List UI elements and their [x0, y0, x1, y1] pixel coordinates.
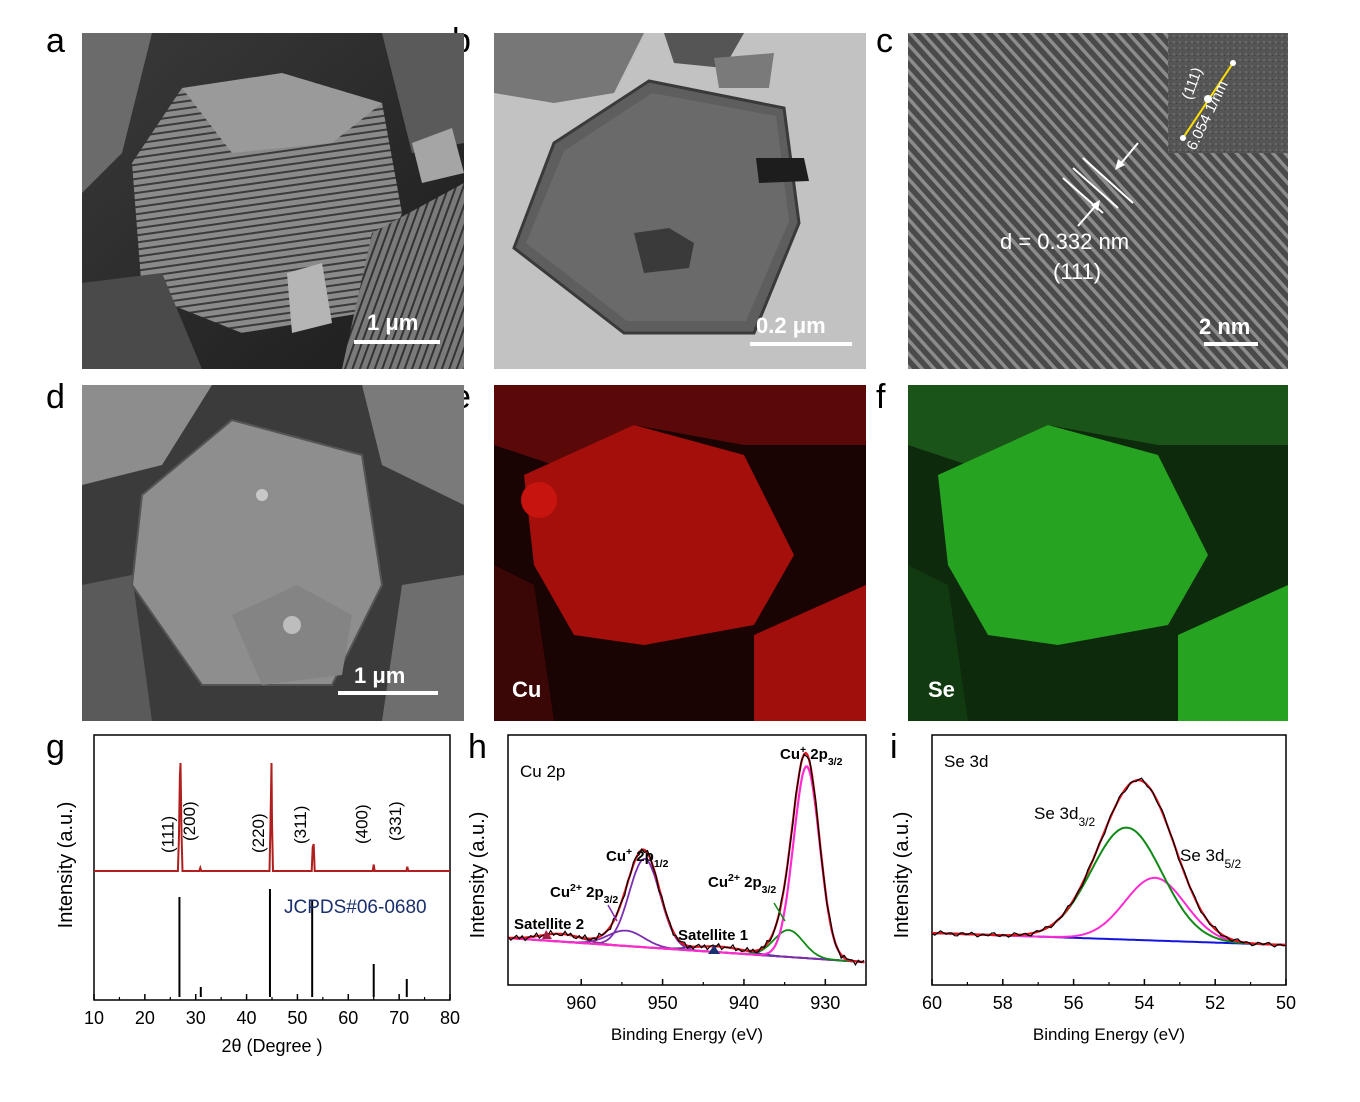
peak-label-se-3d32: Se 3d3/2: [1034, 804, 1095, 829]
reference-card-label: JCPDS#06-0680: [284, 897, 427, 918]
arrow-satellite-1: [708, 945, 720, 954]
x-tick-label: 56: [1064, 993, 1084, 1013]
hrtem-lattice-graphic: [908, 33, 1288, 369]
x-tick-label: 58: [993, 993, 1013, 1013]
x-tick-label: 70: [389, 1008, 409, 1028]
x-axis-label: 2θ (Degree ): [221, 1036, 322, 1056]
scale-bar-label: 0.2 μm: [756, 313, 826, 338]
element-label: Cu: [512, 677, 542, 702]
xrd-chart-svg: JCPDS#06-0680 (111) (200) (220) (311) (400) (3…: [55, 734, 460, 1056]
x-axis-label: Binding Energy (eV): [611, 1025, 763, 1044]
x-tick-label: 930: [810, 993, 840, 1013]
sem-image-d: 1 μm: [82, 385, 464, 721]
panel-letter-d: d: [46, 378, 65, 416]
eds-map-se: Se: [908, 385, 1288, 721]
xps-cu2p-chart-svg: Cu 2p Cu+ 2p3/2 Cu+ 2p1/2 Cu2+ 2p3/2 Cu2+ 2p…: [467, 734, 867, 1044]
x-tick-label: 30: [186, 1008, 206, 1028]
chart-title: Cu 2p: [520, 762, 565, 781]
x-tick-label: 960: [566, 993, 596, 1013]
x-tick-label: 60: [922, 993, 942, 1013]
scale-bar: [338, 691, 438, 695]
se-map-graphic: [908, 385, 1288, 721]
peak-label: (200): [180, 801, 199, 841]
peak-label-cu-plus-2p12: Cu+ 2p1/2: [606, 846, 669, 870]
panel-letter-f: f: [876, 378, 886, 416]
peak-label-se-3d52: Se 3d5/2: [1180, 846, 1241, 871]
peak-label: (331): [386, 801, 405, 841]
scale-bar-label: 1 μm: [367, 310, 419, 335]
xps-se3d-chart: Se 3d Se 3d3/2 Se 3d5/2 60 58 56 54 52 50 Binding…: [884, 725, 1304, 1097]
panel-letter-c: c: [876, 22, 893, 60]
x-tick-label: 60: [338, 1008, 358, 1028]
x-tick-label: 50: [1276, 993, 1296, 1013]
x-tick-label: 950: [648, 993, 678, 1013]
scale-bar-label: 2 nm: [1199, 314, 1251, 339]
x-tick-label: 54: [1134, 993, 1154, 1013]
chart-title: Se 3d: [944, 752, 988, 771]
peak-label-cu2-sat: Cu2+ 2p3/2: [550, 882, 618, 906]
scale-bar: [1204, 342, 1258, 346]
panel-letter-i: i: [890, 728, 898, 766]
se-3d32-fit: [931, 826, 1287, 946]
cu-map-graphic: [494, 385, 866, 721]
y-axis-label: Intensity (a.u.): [55, 802, 77, 929]
x-tick-label: 52: [1205, 993, 1225, 1013]
x-tick-label: 40: [237, 1008, 257, 1028]
sem-hexagon-graphic: [82, 385, 464, 721]
xps-se3d-chart-svg: Se 3d Se 3d3/2 Se 3d5/2 60 58 56 54 52 50 Binding…: [891, 734, 1296, 1044]
scale-bar-label: 1 μm: [354, 663, 406, 688]
x-tick-label: 80: [440, 1008, 460, 1028]
xrd-chart: JCPDS#06-0680 (111) (200) (220) (311) (400) (3…: [0, 725, 470, 1097]
x-tick-label: 940: [729, 993, 759, 1013]
peak-label: (220): [249, 813, 268, 853]
xrd-pattern-line: [94, 762, 450, 872]
x-tick-label: 20: [135, 1008, 155, 1028]
y-axis-label: Intensity (a.u.): [467, 812, 489, 939]
panel-letter-a: a: [46, 22, 65, 60]
element-label: Se: [928, 677, 955, 702]
cu-plus-2p32-fit: [507, 765, 865, 964]
y-axis-label: Intensity (a.u.): [891, 812, 913, 939]
peak-label-cu-plus-2p32: Cu+ 2p3/2: [780, 744, 843, 768]
d-spacing-label: d = 0.332 nm: [1000, 229, 1130, 254]
tem-image-b: 0.2 μm: [494, 33, 866, 369]
peak-label: (311): [291, 806, 310, 844]
sem-layered-crystal-graphic: [82, 33, 464, 369]
arrow-cu2-sat: [607, 904, 618, 922]
tem-hexagon-graphic: [494, 33, 866, 369]
hrtem-image-c: (111) 6.054 1/nm d = 0.332 nm (111) 2 nm: [908, 33, 1288, 369]
raw-spectrum: [931, 777, 1287, 948]
raw-spectrum: [507, 753, 865, 966]
eds-map-cu: Cu: [494, 385, 866, 721]
scale-bar: [750, 342, 852, 346]
panel-letter-h: h: [468, 728, 487, 766]
peak-label: (400): [353, 804, 372, 844]
peak-label-cu2-2p32: Cu2+ 2p3/2: [708, 872, 776, 896]
sem-image-a: 1 μm: [82, 33, 464, 369]
x-tick-label: 50: [287, 1008, 307, 1028]
scale-bar: [354, 340, 440, 344]
plot-frame: [507, 734, 867, 986]
peak-label-satellite-2: Satellite 2: [514, 916, 584, 933]
arrow-cu2-2p32: [773, 902, 786, 922]
x-axis-label: Binding Energy (eV): [1033, 1025, 1185, 1044]
xps-cu2p-chart: Cu 2p Cu+ 2p3/2 Cu+ 2p1/2 Cu2+ 2p3/2 Cu2+ 2p…: [462, 725, 890, 1097]
panel-letter-g: g: [46, 728, 65, 766]
peak-label: (111): [158, 816, 177, 853]
peak-label-satellite-1: Satellite 1: [678, 927, 748, 944]
arrow-satellite-2: [542, 930, 552, 939]
x-tick-label: 10: [84, 1008, 104, 1028]
lattice-plane-label: (111): [1053, 259, 1102, 284]
